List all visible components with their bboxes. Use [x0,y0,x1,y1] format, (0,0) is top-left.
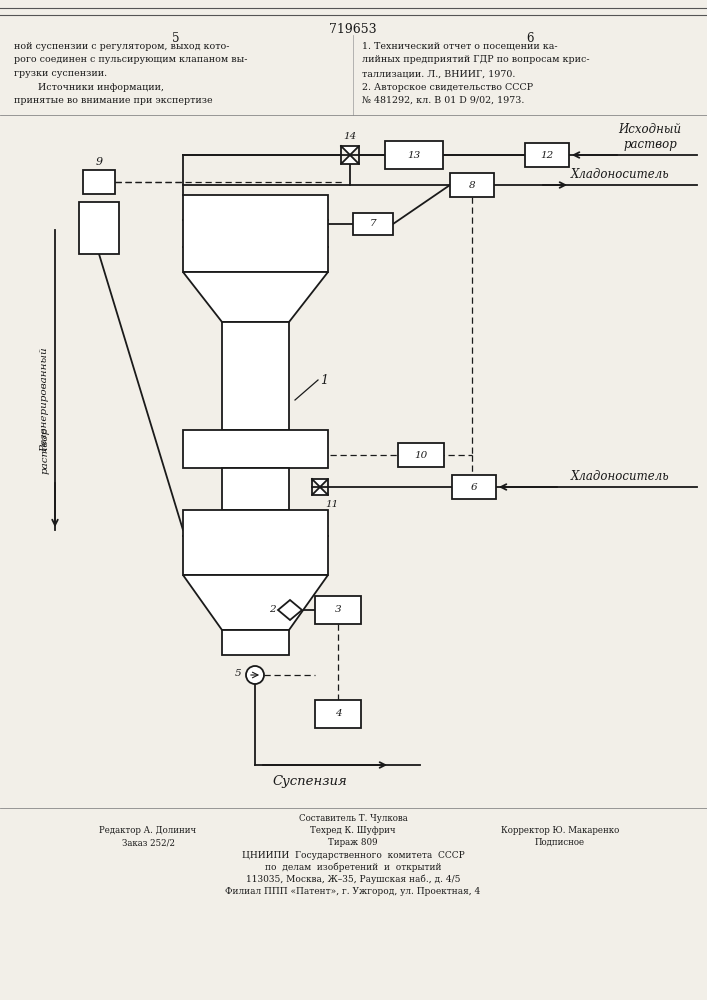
Polygon shape [341,146,359,155]
Text: Хладоноситель: Хладоноситель [571,168,670,181]
Bar [353,213,393,235]
Text: лийных предприятий ГДР по вопросам крис-: лийных предприятий ГДР по вопросам крис- [362,55,590,64]
Bar [183,195,328,272]
Text: 12: 12 [540,150,554,159]
Text: ной суспензии с регулятором, выход кото-: ной суспензии с регулятором, выход кото- [14,42,230,51]
Text: 2: 2 [269,604,276,613]
Text: 8: 8 [469,180,475,190]
Text: рого соединен с пульсирующим клапаном вы-: рого соединен с пульсирующим клапаном вы… [14,55,247,64]
Bar [525,143,569,167]
Text: 3: 3 [334,605,341,614]
Text: 9: 9 [95,157,103,167]
Text: Источники информации,: Источники информации, [14,83,164,92]
Bar [222,322,289,430]
Polygon shape [183,575,328,630]
Text: Исходный
раствор: Исходный раствор [619,123,682,151]
Polygon shape [341,155,359,164]
Text: 5: 5 [235,668,241,678]
Text: Регенерированный: Регенерированный [40,348,49,452]
Text: Составитель Т. Чулкова: Составитель Т. Чулкова [298,814,407,823]
Text: 11: 11 [325,500,338,509]
Text: 10: 10 [414,450,428,460]
Text: Заказ 252/2: Заказ 252/2 [122,838,175,847]
Bar [398,443,444,467]
Bar [222,468,289,510]
Bar [222,630,289,655]
Text: 14: 14 [344,132,356,141]
Text: 7: 7 [370,220,376,229]
Text: принятые во внимание при экспертизе: принятые во внимание при экспертизе [14,96,213,105]
Bar [79,202,119,254]
Text: 4: 4 [334,710,341,718]
Text: ЦНИИПИ  Государственного  комитета  СССР: ЦНИИПИ Государственного комитета СССР [242,851,464,860]
Text: грузки суспензии.: грузки суспензии. [14,69,107,78]
Text: 1: 1 [320,373,328,386]
Polygon shape [183,272,328,322]
Text: 1. Технический отчет о посещении ка-: 1. Технический отчет о посещении ка- [362,42,558,51]
Polygon shape [312,479,328,487]
Bar [385,141,443,169]
Text: 113035, Москва, Ж–35, Раушская наб., д. 4/5: 113035, Москва, Ж–35, Раушская наб., д. … [246,875,460,884]
Bar [452,475,496,499]
Text: Хладоноситель: Хладоноситель [571,470,670,483]
Text: Редактор А. Долинич: Редактор А. Долинич [100,826,197,835]
Text: 6: 6 [471,483,477,491]
Text: 2. Авторское свидетельство СССР: 2. Авторское свидетельство СССР [362,83,533,92]
Polygon shape [312,487,328,495]
Circle shape [246,666,264,684]
Text: Суспензия: Суспензия [273,775,347,788]
Text: по  делам  изобретений  и  открытий: по делам изобретений и открытий [264,863,441,872]
Text: № 481292, кл. В 01 D 9/02, 1973.: № 481292, кл. В 01 D 9/02, 1973. [362,96,525,105]
Bar [183,430,328,468]
Text: таллизации. Л., ВНИИГ, 1970.: таллизации. Л., ВНИИГ, 1970. [362,69,515,78]
Bar [315,700,361,728]
Text: Филиал ППП «Патент», г. Ужгород, ул. Проектная, 4: Филиал ППП «Патент», г. Ужгород, ул. Про… [226,887,481,896]
Text: Подписное: Подписное [535,838,585,847]
Text: 13: 13 [407,150,421,159]
Polygon shape [278,600,302,620]
Text: 5: 5 [173,32,180,45]
Bar [315,596,361,624]
Text: 719653: 719653 [329,23,377,36]
Bar [450,173,494,197]
Bar [83,170,115,194]
Text: 6: 6 [526,32,534,45]
Text: раствор: раствор [40,426,49,474]
Text: Тираж 809: Тираж 809 [328,838,378,847]
Text: Техред К. Шуфрич: Техред К. Шуфрич [310,826,396,835]
Text: Корректор Ю. Макаренко: Корректор Ю. Макаренко [501,826,619,835]
Bar [183,510,328,575]
